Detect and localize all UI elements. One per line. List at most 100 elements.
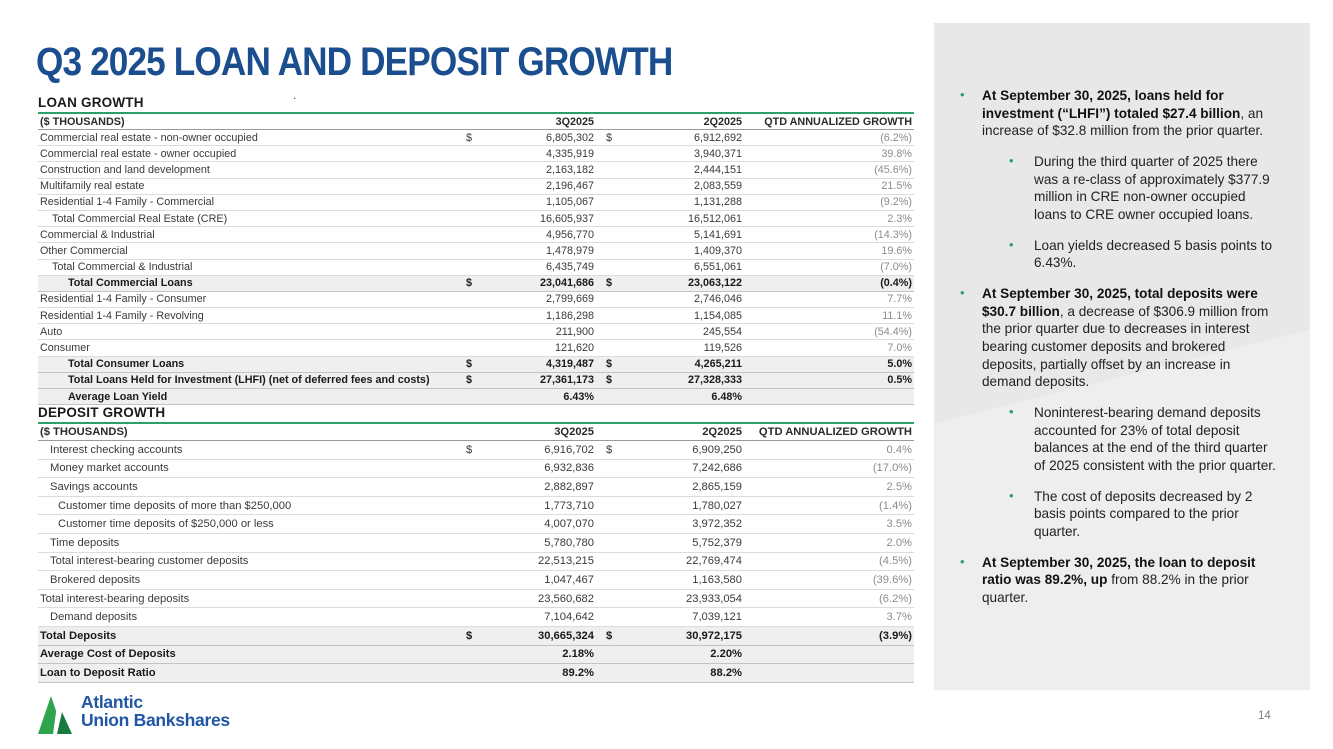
bullet-text: At September 30, 2025, the loan to depos… — [982, 554, 1256, 606]
row-label: Other Commercial — [40, 244, 128, 257]
value-qtd-growth: (0.4%) — [880, 277, 912, 290]
sidebar-sub-bullet: • Noninterest-bearing demand deposits acc… — [1004, 404, 1280, 475]
value-qtd-growth: 2.3% — [887, 212, 912, 225]
table-row: Residential 1-4 Family - Consumer 2,799,6… — [38, 292, 914, 309]
value-3q2025: 27,361,173 — [539, 374, 594, 387]
bullet-text: The cost of deposits decreased by 2 basi… — [1034, 488, 1253, 540]
loan-table-header: ($ THOUSANDS) 3Q2025 2Q2025 QTD ANNUALIZ… — [38, 114, 914, 130]
value-2q2025: 1,131,288 — [693, 196, 742, 209]
value-qtd-growth: (4.5%) — [879, 555, 912, 568]
dollar-sign: $ — [606, 277, 613, 290]
value-3q2025: 1,047,467 — [544, 573, 594, 586]
value-2q2025: 1,780,027 — [692, 499, 742, 512]
row-label: Total interest-bearing customer deposits — [50, 555, 249, 568]
value-2q2025: 245,554 — [702, 325, 742, 338]
value-3q2025: 2.18% — [562, 648, 594, 661]
value-qtd-growth: (17.0%) — [872, 462, 912, 475]
row-label: Residential 1-4 Family - Revolving — [40, 309, 204, 322]
bullet-text: At September 30, 2025, loans held for in… — [982, 88, 1264, 139]
row-label: Total Deposits — [40, 629, 117, 642]
value-qtd-growth: (6.2%) — [880, 131, 912, 144]
value-2q2025: 88.2% — [710, 666, 742, 679]
value-2q2025: 2,865,159 — [692, 480, 742, 493]
value-3q2025: 6.43% — [563, 390, 594, 403]
value-2q2025: 2,746,046 — [693, 293, 742, 306]
value-3q2025: 1,773,710 — [544, 499, 594, 512]
value-qtd-growth: (7.0%) — [880, 261, 912, 274]
value-2q2025: 27,328,333 — [687, 374, 742, 387]
value-2q2025: 7,242,686 — [692, 462, 742, 475]
header-qtd-growth: QTD ANNUALIZED GROWTH — [764, 115, 912, 128]
row-label: Average Cost of Deposits — [40, 648, 176, 661]
table-row: Customer time deposits of $250,000 or le… — [38, 515, 914, 534]
row-label: Total Consumer Loans — [68, 358, 185, 371]
value-qtd-growth: (54.4%) — [874, 325, 912, 338]
row-label: Construction and land development — [40, 163, 210, 176]
value-2q2025: 6,909,250 — [692, 443, 742, 456]
bullet-icon: • — [1009, 487, 1014, 503]
value-3q2025: 7,104,642 — [544, 611, 594, 624]
value-3q2025: 30,665,324 — [538, 629, 594, 642]
row-label: Customer time deposits of $250,000 or le… — [58, 518, 274, 531]
sidebar-bullet: • At September 30, 2025, the loan to depo… — [958, 554, 1280, 607]
bullet-icon: • — [1009, 404, 1014, 420]
value-3q2025: 16,605,937 — [539, 212, 594, 225]
row-label: Total Commercial Loans — [68, 277, 193, 290]
header-qtd-growth: QTD ANNUALIZED GROWTH — [758, 426, 912, 438]
value-3q2025: 4,335,919 — [545, 147, 594, 160]
value-3q2025: 4,007,070 — [544, 518, 594, 531]
value-qtd-growth: (14.3%) — [874, 228, 912, 241]
row-label: Auto — [40, 325, 63, 338]
value-2q2025: 7,039,121 — [692, 611, 742, 624]
dollar-sign: $ — [466, 131, 473, 144]
dollar-sign: $ — [606, 358, 613, 371]
table-row: Loan to Deposit Ratio 89.2% 88.2% — [38, 664, 914, 683]
loan-growth-section: LOAN GROWTH ($ THOUSANDS) 3Q2025 2Q2025 … — [38, 95, 914, 406]
dollar-sign: $ — [466, 443, 473, 456]
row-label: Demand deposits — [50, 611, 138, 624]
row-label: Consumer — [40, 342, 90, 355]
page-title: Q3 2025 LOAN AND DEPOSIT GROWTH — [36, 40, 673, 84]
row-label: Residential 1-4 Family - Consumer — [40, 293, 207, 306]
table-row: Money market accounts 6,932,836 7,242,686 (… — [38, 460, 914, 479]
table-row: Total Consumer Loans $4,319,487 $4,265,211… — [38, 356, 914, 373]
table-row: Total Commercial & Industrial 6,435,749 6,… — [38, 260, 914, 276]
value-2q2025: 6,551,061 — [693, 261, 742, 274]
row-label: Time deposits — [50, 536, 120, 549]
value-3q2025: 2,196,467 — [545, 180, 594, 193]
value-qtd-growth: 0.4% — [886, 443, 913, 456]
value-qtd-growth: 11.1% — [882, 309, 912, 322]
dollar-sign: $ — [606, 374, 613, 387]
bullet-text: Loan yields decreased 5 basis points to … — [1034, 237, 1273, 271]
row-label: Customer time deposits of more than $250… — [58, 499, 292, 512]
value-qtd-growth: (9.2%) — [880, 196, 912, 209]
logo-line-1: Atlantic — [81, 692, 143, 712]
value-2q2025: 30,972,175 — [686, 629, 742, 642]
value-qtd-growth: 21.5% — [881, 180, 912, 193]
table-row: Consumer 121,620 119,526 7.0% — [38, 340, 914, 357]
value-3q2025: 4,319,487 — [545, 358, 594, 371]
value-2q2025: 16,512,061 — [687, 212, 742, 225]
value-2q2025: 4,265,211 — [694, 358, 742, 371]
bullet-icon: • — [960, 553, 965, 569]
value-3q2025: 22,513,215 — [538, 555, 594, 568]
table-row: Total Commercial Loans $23,041,686 $23,063… — [38, 275, 914, 292]
value-qtd-growth: 3.7% — [886, 611, 913, 624]
value-qtd-growth: 7.0% — [887, 342, 912, 355]
row-label: Commercial & Industrial — [40, 228, 155, 241]
sidebar-bullet: • At September 30, 2025, total deposits w… — [958, 285, 1280, 391]
atlantic-union-logo-icon — [38, 694, 74, 739]
value-3q2025: 89.2% — [562, 666, 594, 679]
table-row: Interest checking accounts $6,916,702 $6,9… — [38, 441, 914, 460]
value-3q2025: 6,916,702 — [544, 443, 594, 456]
header-3q2025: 3Q2025 — [555, 115, 594, 128]
value-3q2025: 2,882,897 — [544, 480, 594, 493]
header-thousands: ($ THOUSANDS) — [40, 115, 125, 128]
bullet-text: At September 30, 2025, total deposits we… — [982, 286, 1269, 390]
value-2q2025: 2,444,151 — [693, 163, 742, 176]
value-2q2025: 5,141,691 — [693, 228, 742, 241]
value-3q2025: 1,478,979 — [545, 244, 594, 257]
value-2q2025: 2.20% — [710, 648, 742, 661]
table-row: Time deposits 5,780,780 5,752,379 2.0% — [38, 534, 914, 553]
table-row: Total Loans Held for Investment (LHFI) (… — [38, 372, 914, 389]
